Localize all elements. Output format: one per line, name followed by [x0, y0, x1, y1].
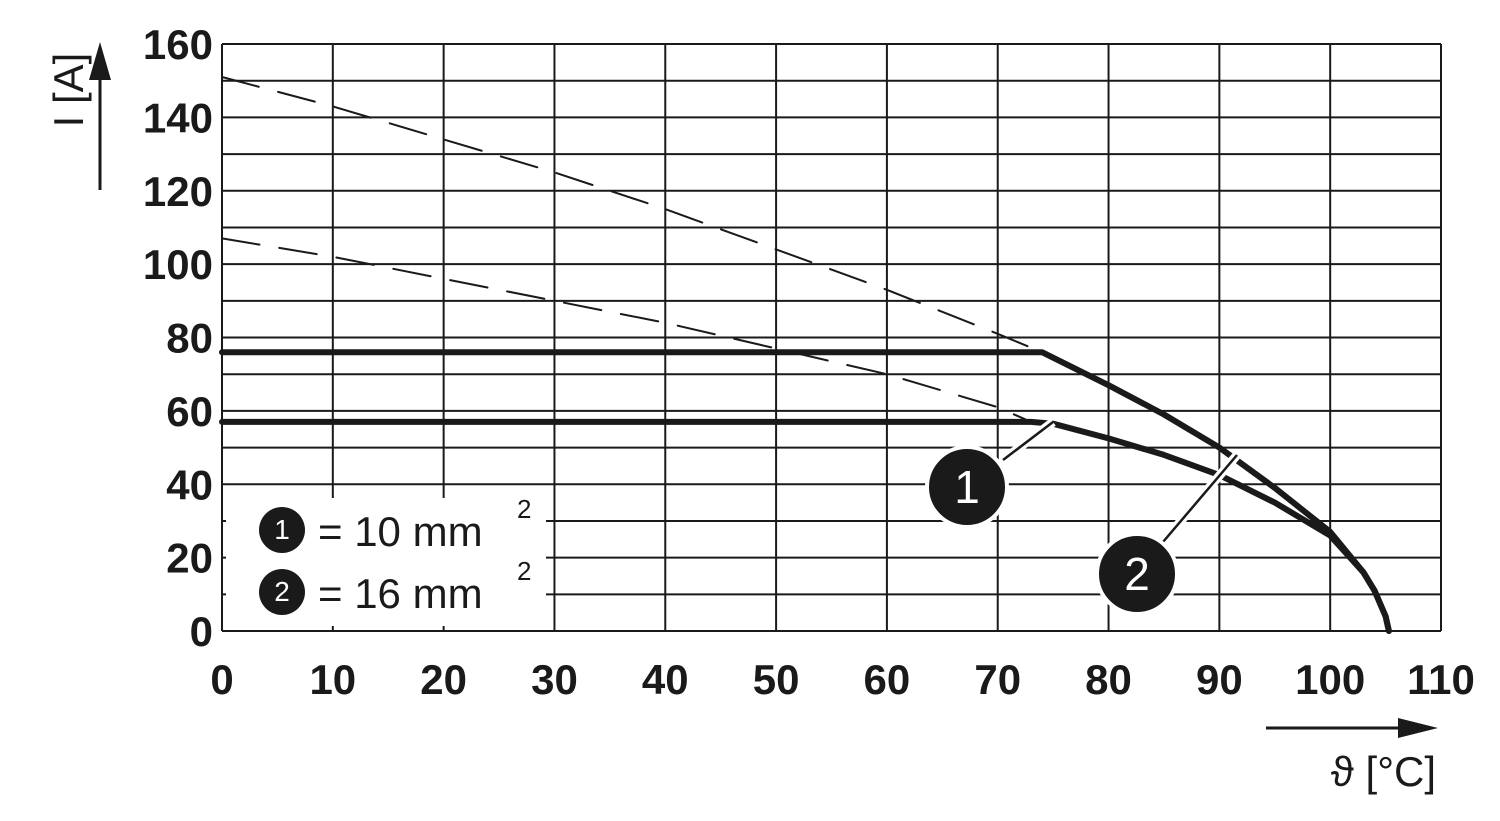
x-tick-label: 110 [1407, 656, 1475, 703]
x-tick-label: 80 [1085, 656, 1132, 703]
y-tick-label: 140 [143, 94, 213, 141]
x-axis-title: ϑ [°C] [1266, 718, 1438, 795]
x-axis-arrow-head [1398, 718, 1438, 738]
callout-leader [1002, 421, 1054, 461]
callout-leader [1162, 454, 1238, 543]
x-tick-label: 70 [974, 656, 1021, 703]
y-tick-label: 80 [166, 315, 213, 362]
x-axis-label: ϑ [°C] [1331, 748, 1436, 795]
callout-badge [925, 445, 1009, 529]
callout-number: 2 [1124, 548, 1150, 600]
callouts: 12 [925, 418, 1241, 616]
y-tick-label: 20 [166, 535, 213, 582]
x-tick-label: 20 [420, 656, 467, 703]
legend-item: 2 = 16 mm 2 [259, 556, 531, 617]
legend-superscript: 2 [517, 556, 531, 586]
legend-label: = 16 mm [318, 570, 483, 617]
y-tick-label: 40 [166, 461, 213, 508]
tick-labels: 0 10 20 30 40 50 60 70 80 90 100 110 0 20 40 60 80 100 120… [143, 21, 1475, 703]
x-tick-label: 50 [753, 656, 800, 703]
y-tick-label: 0 [190, 608, 213, 655]
legend-label: = 10 mm [318, 508, 483, 555]
series-solid-2 [219, 349, 1392, 634]
legend: 1 = 10 mm 2 2 = 16 mm 2 [226, 494, 546, 626]
callout: 2 [1095, 452, 1241, 616]
y-axis-arrow-head [89, 42, 111, 80]
x-tick-label: 100 [1295, 656, 1365, 703]
legend-badge [259, 507, 305, 553]
x-tick-label: 60 [864, 656, 911, 703]
x-tick-label: 30 [531, 656, 578, 703]
legend-badge-number: 1 [274, 514, 290, 545]
legend-badge [259, 569, 305, 615]
series-dashed-1 [221, 237, 1032, 423]
y-tick-label: 120 [143, 168, 213, 215]
y-axis-title: I [A] [45, 42, 111, 190]
x-tick-label: 90 [1196, 656, 1243, 703]
y-tick-label: 60 [166, 388, 213, 435]
y-tick-label: 100 [143, 241, 213, 288]
y-axis-label: I [A] [45, 53, 92, 128]
x-tick-label: 0 [210, 656, 233, 703]
legend-badge-number: 2 [274, 576, 290, 607]
legend-superscript: 2 [517, 494, 531, 524]
x-tick-label: 10 [309, 656, 356, 703]
series-dashed-2 [221, 76, 1044, 354]
legend-item: 1 = 10 mm 2 [259, 494, 531, 555]
callout-number: 1 [954, 461, 980, 513]
x-tick-label: 40 [642, 656, 689, 703]
y-tick-label: 160 [143, 21, 213, 68]
grid [221, 43, 1442, 632]
callout: 1 [925, 418, 1056, 529]
callout-badge [1095, 532, 1179, 616]
